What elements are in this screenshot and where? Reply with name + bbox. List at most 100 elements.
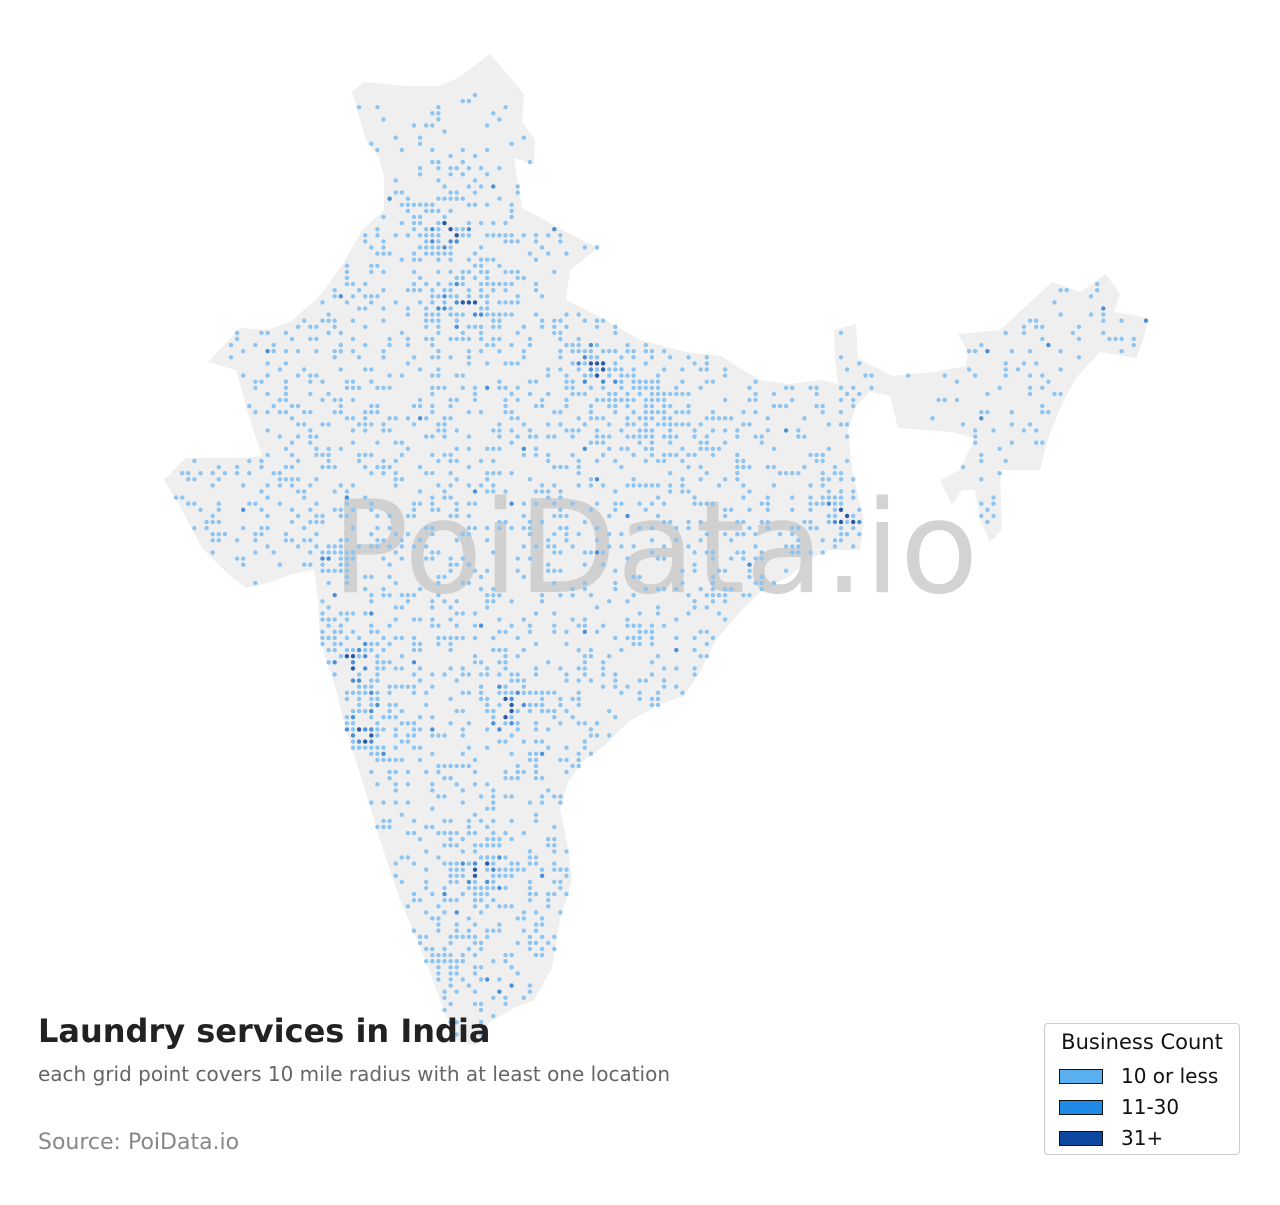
grid-point <box>320 513 325 519</box>
grid-point <box>576 696 581 702</box>
grid-point <box>478 818 484 824</box>
grid-point <box>350 727 356 732</box>
grid-point <box>460 977 465 982</box>
grid-point <box>222 532 228 537</box>
grid-point <box>546 660 551 665</box>
grid-point <box>448 617 453 622</box>
grid-point <box>533 922 539 927</box>
grid-point <box>790 471 795 476</box>
grid-point <box>1131 342 1137 348</box>
grid-point <box>509 837 514 842</box>
grid-point <box>399 855 404 860</box>
grid-point <box>533 666 539 671</box>
grid-point <box>680 458 685 464</box>
grid-point <box>790 495 795 500</box>
grid-point <box>1088 312 1094 317</box>
grid-point <box>637 611 642 616</box>
grid-point <box>802 464 807 470</box>
grid-point <box>692 428 697 433</box>
grid-point <box>704 367 709 372</box>
grid-point <box>442 952 447 958</box>
grid-point <box>680 410 685 415</box>
grid-point <box>289 464 295 470</box>
grid-point <box>851 385 856 390</box>
grid-point <box>747 568 752 573</box>
grid-point <box>326 647 331 653</box>
grid-point <box>771 403 777 409</box>
grid-point <box>503 385 508 390</box>
grid-point <box>369 715 374 720</box>
grid-point <box>509 599 514 604</box>
grid-point <box>838 355 844 360</box>
grid-point <box>661 544 667 549</box>
grid-point <box>613 672 618 677</box>
grid-point <box>710 501 716 506</box>
grid-point <box>381 245 386 250</box>
grid-point <box>619 690 624 695</box>
grid-point <box>613 379 618 384</box>
grid-point <box>619 385 624 390</box>
grid-point <box>692 647 697 653</box>
grid-point <box>607 446 612 451</box>
grid-point <box>539 952 545 958</box>
grid-point <box>1021 361 1027 366</box>
grid-point <box>710 452 716 458</box>
grid-point <box>704 471 709 476</box>
grid-point <box>442 635 447 641</box>
grid-point <box>552 410 557 415</box>
grid-point <box>631 349 636 354</box>
grid-point <box>393 471 398 476</box>
grid-point <box>430 373 435 378</box>
grid-point <box>844 434 850 439</box>
grid-point <box>356 422 362 427</box>
grid-point <box>478 660 484 665</box>
grid-point <box>460 330 465 336</box>
grid-point <box>661 452 667 458</box>
grid-point <box>491 458 496 464</box>
grid-point <box>454 538 459 543</box>
grid-point <box>692 599 697 604</box>
grid-point <box>533 910 539 915</box>
grid-point <box>741 519 746 525</box>
grid-point <box>344 513 350 519</box>
grid-point <box>954 379 960 384</box>
grid-point <box>832 544 838 549</box>
grid-point <box>430 227 435 232</box>
grid-point <box>436 269 441 275</box>
grid-point <box>478 294 484 299</box>
grid-point <box>308 550 313 555</box>
grid-point <box>472 830 478 836</box>
grid-point <box>485 806 490 811</box>
grid-point <box>539 794 545 799</box>
grid-point <box>539 318 545 323</box>
grid-point <box>1021 428 1027 433</box>
grid-point <box>600 361 606 366</box>
grid-point <box>576 757 581 763</box>
grid-point <box>369 684 374 689</box>
grid-point <box>485 727 490 732</box>
grid-point <box>448 977 453 982</box>
grid-point <box>216 538 221 543</box>
grid-point <box>509 214 514 220</box>
grid-point <box>430 294 435 299</box>
grid-point <box>442 129 447 134</box>
grid-point <box>491 830 496 836</box>
grid-point <box>478 843 484 848</box>
grid-point <box>558 336 563 342</box>
grid-point <box>271 342 276 348</box>
grid-point <box>460 98 465 104</box>
grid-point <box>454 611 459 616</box>
grid-point <box>527 159 533 165</box>
grid-point <box>491 794 496 799</box>
grid-point <box>661 678 667 683</box>
grid-point <box>387 513 392 519</box>
grid-point <box>716 611 722 616</box>
grid-point <box>295 324 301 329</box>
grid-point <box>436 355 441 360</box>
grid-point <box>722 367 728 372</box>
grid-point <box>637 416 642 421</box>
grid-point <box>1009 440 1014 445</box>
grid-point <box>692 452 697 458</box>
grid-point <box>350 507 356 512</box>
grid-point <box>509 239 514 244</box>
